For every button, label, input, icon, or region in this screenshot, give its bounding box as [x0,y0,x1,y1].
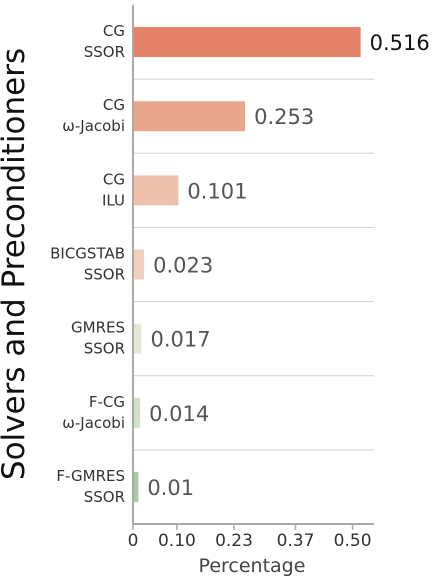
x-tick-label: 0 [128,531,139,551]
y-tick-label: CG [103,96,125,114]
y-tick-label: SSOR [84,488,125,506]
bar [134,471,139,502]
value-label: 0.516 [370,31,430,55]
bars [134,27,361,502]
x-ticks: 0 0.10 0.23 0.37 0.50 [128,524,372,551]
y-axis-label: Solvers and Preconditioners [0,48,32,480]
bar [134,323,142,354]
value-label: 0.023 [153,254,213,278]
value-label: 0.101 [187,179,247,203]
bar [134,249,145,280]
y-tick-label: ω-Jacobi [62,414,125,432]
x-tick-label: 0.23 [215,531,253,551]
value-label: 0.014 [149,402,209,426]
row-separators [133,78,374,451]
y-tick-label: BICGSTAB [50,245,125,263]
x-tick-label: 0.50 [334,531,372,551]
y-tick-label: F-GMRES [56,467,125,485]
x-axis-label: Percentage [199,555,306,577]
y-tick-label: SSOR [84,266,125,284]
y-tick-label: SSOR [84,340,125,358]
bar [134,27,361,58]
value-label: 0.01 [147,476,194,500]
bar [134,101,246,132]
value-label: 0.017 [150,328,210,352]
x-tick-label: 0.37 [277,531,315,551]
x-tick-label: 0.10 [158,531,196,551]
y-tick-label: GMRES [71,319,125,337]
bar [134,397,141,428]
y-tick-label: CG [103,170,125,188]
y-tick-label: F-CG [89,393,125,411]
value-labels: 0.516 0.253 0.101 0.023 0.017 0.014 0.01 [147,31,429,500]
y-tick-label: ω-Jacobi [62,117,125,135]
bar [134,175,179,206]
y-tick-labels: CG SSOR CG ω-Jacobi CG ILU BICGSTAB SSOR GMRES SS… [50,22,125,506]
y-tick-label: CG [103,22,125,40]
y-tick-label: ILU [102,191,125,209]
y-tick-label: SSOR [84,43,125,61]
value-label: 0.253 [254,105,314,129]
